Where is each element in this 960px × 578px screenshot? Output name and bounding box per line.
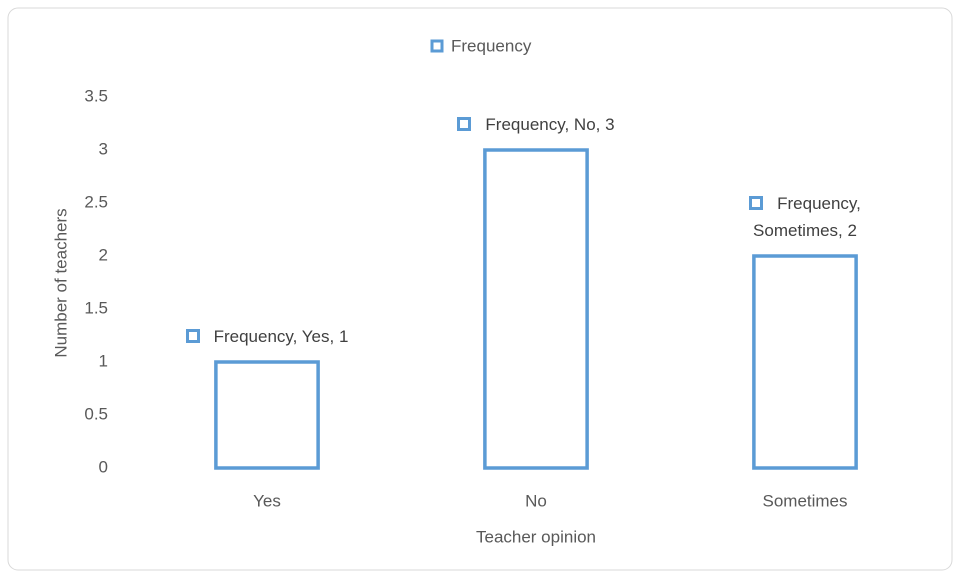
data-label-box: Frequency, Yes, 1 [165,323,370,350]
bar [483,148,589,470]
data-label: Frequency, Sometimes, 2 [753,194,861,240]
y-tick-label: 0 [99,457,108,476]
data-label-marker [185,329,200,343]
bar [752,254,858,470]
y-tick-label: 1 [99,351,108,370]
legend-label: Frequency [451,36,532,55]
x-axis-title: Teacher opinion [476,527,596,546]
y-tick-label: 1.5 [84,298,108,317]
legend-marker [430,39,444,53]
x-tick-label: No [525,491,547,510]
x-tick-label: Sometimes [762,491,847,510]
data-label-marker [457,117,472,131]
bar [214,360,320,470]
y-tick-label: 3.5 [84,86,108,105]
y-tick-label: 2 [99,245,108,264]
data-label-box: Frequency, Sometimes, 2 [703,190,908,244]
data-label: Frequency, No, 3 [485,115,615,134]
data-label: Frequency, Yes, 1 [213,327,349,346]
y-tick-label: 3 [99,139,108,158]
data-label-marker [749,196,764,210]
x-tick-label: Yes [253,491,281,510]
data-label-box: Frequency, No, 3 [434,111,639,138]
y-tick-label: 0.5 [84,404,108,423]
y-tick-label: 2.5 [84,192,108,211]
y-axis-title: Number of teachers [51,208,70,357]
